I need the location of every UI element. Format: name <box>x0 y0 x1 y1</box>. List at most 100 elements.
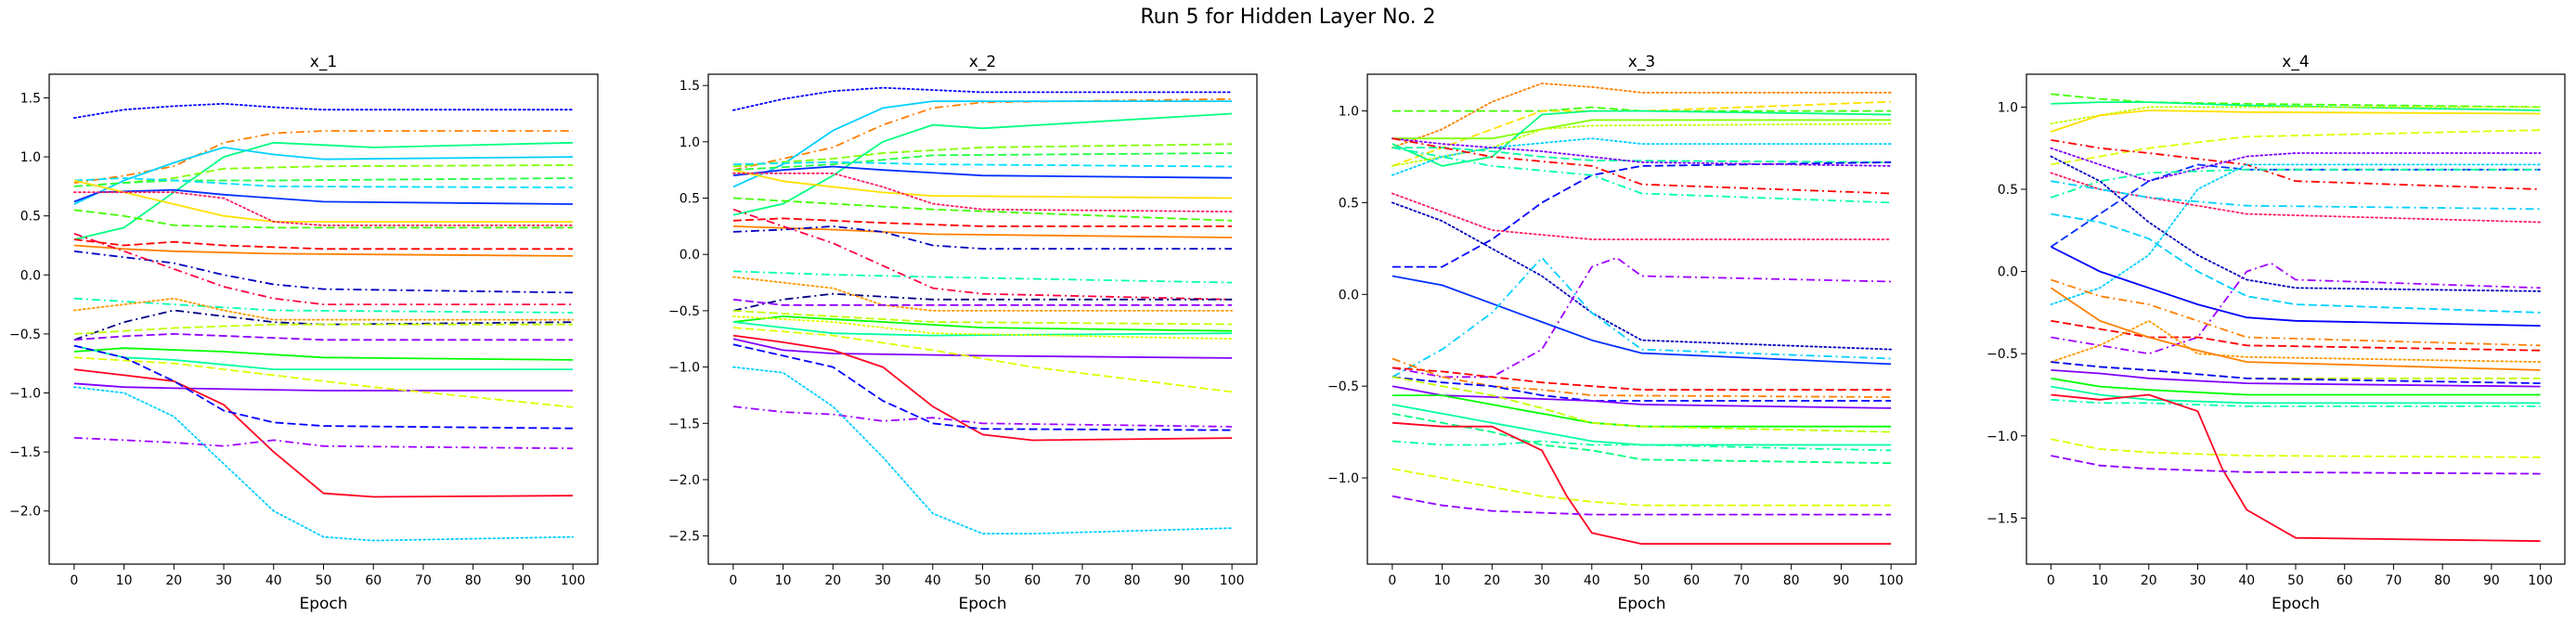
x-tick-label: 60 <box>2337 573 2353 588</box>
series-line-5 <box>73 164 574 187</box>
x-tick-label: 30 <box>1534 573 1550 588</box>
y-tick-label: −0.5 <box>1327 379 1359 394</box>
subplot-title: x_4 <box>2282 53 2309 71</box>
series-line-10 <box>2051 168 2541 199</box>
series-line-28 <box>73 386 574 542</box>
y-tick-label: −2.5 <box>668 530 700 545</box>
series-line-19 <box>73 323 574 335</box>
series-line-29 <box>1392 495 1892 516</box>
series-line-27 <box>73 437 574 450</box>
x-tick-label: 10 <box>2091 573 2108 588</box>
series-line-23 <box>1392 376 1892 433</box>
series-line-7 <box>1392 137 1892 176</box>
series-line-18 <box>732 276 1233 312</box>
series-line-7 <box>73 177 574 188</box>
x-tick-label: 40 <box>925 573 941 588</box>
y-tick-label: 0.5 <box>1998 183 2018 198</box>
x-tick-label: 10 <box>116 573 133 588</box>
series-line-12 <box>732 217 1233 227</box>
series-line-10 <box>1392 137 1892 167</box>
series-line-25 <box>732 327 1233 393</box>
series-line-3 <box>732 100 1233 188</box>
x-tick-label: 20 <box>1483 573 1500 588</box>
y-tick-label: −0.5 <box>9 328 41 342</box>
x-tick-label: 80 <box>465 573 482 588</box>
x-tick-label: 50 <box>2287 573 2304 588</box>
axes-frame <box>2026 73 2566 565</box>
x-axis-label: Epoch <box>1617 595 1665 613</box>
x-tick-label: 50 <box>316 573 332 588</box>
series-line-28 <box>1392 468 1892 507</box>
series-group <box>73 102 574 542</box>
series-line-16 <box>2051 262 2541 355</box>
series-line-6 <box>2051 139 2541 190</box>
figure-suptitle: Run 5 for Hidden Layer No. 2 <box>1140 6 1436 29</box>
series-line-9 <box>732 169 1233 199</box>
series-line-4 <box>732 112 1233 216</box>
series-group <box>1392 83 1892 546</box>
series-line-8 <box>73 188 574 205</box>
subplot-1: 0 10 20 30 40 50 60 70 80 90 100 −2.0 −1.5 −1.0 −0.5 0.… <box>9 53 599 613</box>
y-tick-label: 1.5 <box>20 91 41 106</box>
series-line-9 <box>1392 161 1892 268</box>
subplot-2: 0 10 20 30 40 50 60 70 80 90 100 −2.5 −2.0 −1.5 −1.0 −0… <box>668 53 1258 613</box>
x-tick-label: 50 <box>1634 573 1650 588</box>
series-line-3 <box>73 141 574 240</box>
series-line-13 <box>2050 155 2542 292</box>
y-tick-label: −2.0 <box>668 473 700 488</box>
series-line-22 <box>732 321 1233 337</box>
series-line-14 <box>1392 201 1892 351</box>
series-line-13 <box>1392 192 1892 240</box>
series-line-4 <box>1392 119 1892 140</box>
series-line-3 <box>2050 106 2542 125</box>
series-line-5 <box>1392 109 1892 167</box>
y-tick-label: −1.5 <box>668 417 700 431</box>
x-tick-label: 20 <box>165 573 182 588</box>
series-line-27 <box>1392 421 1892 546</box>
y-tick-label: 0.5 <box>1339 196 1359 211</box>
x-tick-label: 80 <box>1124 573 1141 588</box>
x-tick-label: 0 <box>1388 573 1396 588</box>
x-tick-label: 70 <box>1733 573 1750 588</box>
series-line-24 <box>1392 404 1892 446</box>
series-line-11 <box>732 197 1233 222</box>
x-tick-label: 50 <box>975 573 991 588</box>
series-line-27 <box>2051 393 2541 543</box>
subplot-3: 0 10 20 30 40 50 60 70 80 90 100 −1.0 −0.5 0.0 0.5 1.0 x… <box>1327 53 1917 613</box>
y-tick-label: −1.0 <box>1327 471 1359 486</box>
series-group <box>2050 93 2542 543</box>
series-line-4 <box>2051 109 2541 133</box>
series-line-15 <box>73 232 574 306</box>
series-line-21 <box>73 347 574 361</box>
x-tick-label: 60 <box>1024 573 1041 588</box>
series-line-19 <box>2050 319 2542 364</box>
series-group <box>732 86 1233 535</box>
x-tick-label: 0 <box>2047 573 2055 588</box>
series-line-26 <box>73 344 574 430</box>
subplot-4: 0 10 20 30 40 50 60 70 80 90 100 −1.5 −1.0 −0.5 0.0 0.5… <box>1987 53 2566 613</box>
y-tick-label: 1.0 <box>1339 105 1359 120</box>
y-tick-label: 0.5 <box>680 192 700 207</box>
series-line-21 <box>1392 385 1892 409</box>
series-line-10 <box>73 191 574 226</box>
series-line-12 <box>2051 180 2541 211</box>
series-line-17 <box>1392 256 1892 379</box>
series-line-14 <box>732 225 1233 251</box>
series-line-14 <box>2051 212 2541 314</box>
x-tick-label: 60 <box>365 573 382 588</box>
x-tick-label: 20 <box>2141 573 2157 588</box>
x-tick-label: 40 <box>265 573 282 588</box>
series-line-24 <box>2051 377 2541 396</box>
series-line-1 <box>2051 93 2541 109</box>
series-line-6 <box>732 152 1233 172</box>
y-tick-label: 1.5 <box>680 79 700 94</box>
x-tick-label: 100 <box>1879 573 1904 588</box>
series-line-8 <box>1392 147 1892 163</box>
series-line-6 <box>1392 122 1892 167</box>
x-tick-label: 80 <box>1783 573 1800 588</box>
x-tick-label: 100 <box>2528 573 2553 588</box>
series-line-9 <box>73 179 574 223</box>
series-line-24 <box>732 338 1233 359</box>
x-axis-label: Epoch <box>958 595 1006 613</box>
series-line-12 <box>1392 147 1892 204</box>
